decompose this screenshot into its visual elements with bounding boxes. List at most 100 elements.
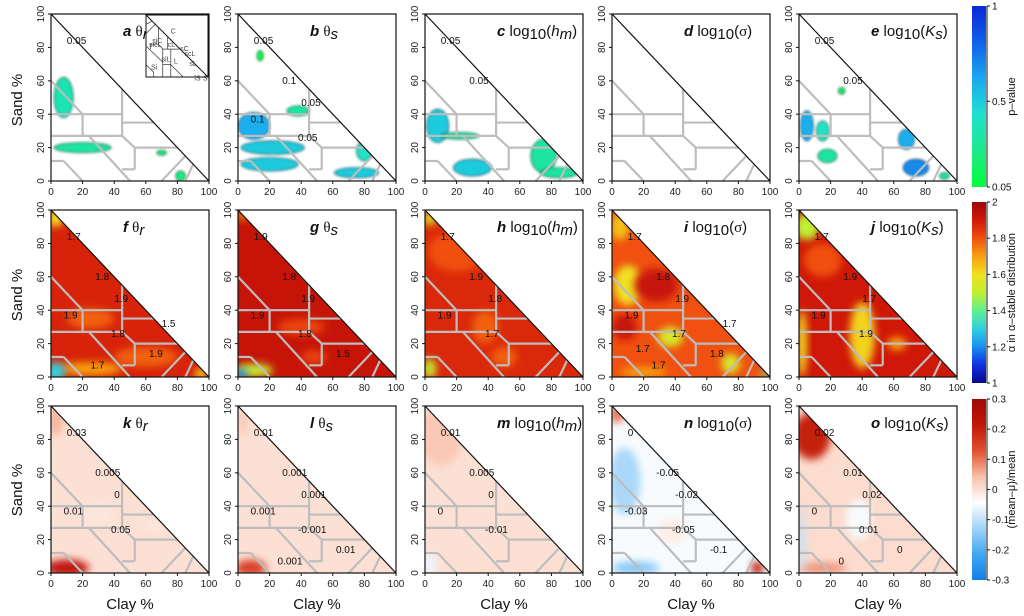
panel-j: 1.7 1.9 1.7 1.9 1.9 0 20 40 60 80 100 0 20 40 60 80 100 j… bbox=[784, 201, 966, 394]
data-region bbox=[240, 140, 305, 155]
y-tick-label: 100 bbox=[597, 201, 608, 218]
colorbar-title: p–value bbox=[1006, 77, 1018, 116]
contour-label: 1.9 bbox=[469, 272, 483, 283]
plot-frame bbox=[798, 405, 958, 574]
triangle-diagonal bbox=[50, 209, 210, 378]
x-tick-label: 100 bbox=[762, 383, 779, 394]
texture-boundary-line bbox=[798, 80, 832, 115]
y-tick-label: 40 bbox=[597, 304, 608, 316]
data-region bbox=[114, 346, 178, 367]
texture-boundary-line bbox=[436, 552, 458, 574]
y-tick-label: 80 bbox=[410, 41, 421, 53]
contour-label: 1.9 bbox=[64, 311, 78, 322]
triangle-diagonal bbox=[50, 13, 210, 182]
plot-frame bbox=[424, 209, 584, 378]
y-tick-label: 20 bbox=[36, 338, 47, 350]
texture-boundary-line bbox=[462, 331, 505, 378]
x-tick-label: 40 bbox=[483, 579, 495, 590]
triangle-diagonal bbox=[424, 13, 584, 182]
panel-variable-part: K bbox=[921, 219, 932, 236]
y-tick-label: 20 bbox=[597, 338, 608, 350]
y-tick-label: 20 bbox=[223, 338, 234, 350]
contour-label: 1.7 bbox=[91, 361, 105, 372]
data-region bbox=[156, 149, 167, 156]
panel-variable-part: ) bbox=[573, 219, 578, 236]
x-tick-label: 20 bbox=[264, 383, 276, 394]
texture-boundary-line bbox=[237, 472, 271, 507]
y-tick-label: 40 bbox=[410, 500, 421, 512]
y-axis-title-row-3: Sand % bbox=[9, 464, 26, 517]
x-tick-label: 60 bbox=[140, 383, 152, 394]
contour-label: 0.01 bbox=[64, 507, 84, 518]
panel-variable-part: s bbox=[326, 418, 334, 435]
texture-boundary-line bbox=[424, 472, 458, 507]
panel-variable-part: σ bbox=[739, 416, 747, 432]
y-tick-label: 80 bbox=[784, 433, 795, 445]
y-tick-label: 60 bbox=[597, 75, 608, 87]
panel-title: i log10(σ) bbox=[684, 219, 747, 239]
data-region bbox=[425, 358, 437, 377]
inset-class-label: sicL bbox=[149, 42, 162, 49]
x-tick-label: 0 bbox=[796, 579, 802, 590]
y-tick-label: 40 bbox=[223, 108, 234, 120]
x-tick-label: 100 bbox=[201, 187, 218, 198]
x-tick-label: 80 bbox=[733, 579, 745, 590]
x-axis-titles: Clay % Clay % Clay % Clay % Clay % bbox=[106, 596, 902, 613]
x-tick-label: 60 bbox=[888, 383, 900, 394]
triangle-diagonal bbox=[237, 405, 397, 574]
y-tick-label: 100 bbox=[223, 5, 234, 22]
plot-frame bbox=[237, 13, 397, 182]
y-tick-label: 20 bbox=[784, 534, 795, 546]
y-tick-label: 100 bbox=[784, 5, 795, 22]
contour-label: 0.05 bbox=[298, 133, 318, 144]
x-tick-label: 80 bbox=[546, 187, 558, 198]
x-tick-label: 80 bbox=[172, 187, 184, 198]
contour-label: 1.9 bbox=[859, 329, 873, 340]
plot-frame bbox=[611, 13, 771, 182]
x-tick-label: 0 bbox=[235, 383, 241, 394]
y-tick-label: 40 bbox=[784, 108, 795, 120]
panel-title: g θs bbox=[309, 219, 339, 239]
panel-variable-part: θ bbox=[323, 24, 330, 40]
panel-letter: o bbox=[871, 415, 884, 432]
x-tick-label: 40 bbox=[296, 187, 308, 198]
texture-boundary-line bbox=[88, 527, 131, 574]
x-axis-title-col-3: Clay % bbox=[480, 596, 528, 613]
contour-label: 0.05 bbox=[469, 76, 489, 87]
y-tick-label: 100 bbox=[36, 5, 47, 22]
x-tick-label: 0 bbox=[48, 579, 54, 590]
texture-boundary-line bbox=[810, 356, 832, 378]
x-tick-label: 60 bbox=[140, 579, 152, 590]
contour-label: 1.8 bbox=[95, 272, 109, 283]
texture-boundary-line bbox=[745, 163, 756, 182]
y-tick-label: 100 bbox=[223, 397, 234, 414]
triangle-diagonal bbox=[611, 13, 771, 182]
colorbar-tick-label: 1.8 bbox=[992, 234, 1006, 245]
panel-variable-part: ( bbox=[546, 23, 551, 40]
data-region bbox=[817, 148, 838, 164]
data-region bbox=[838, 87, 846, 95]
data-region bbox=[238, 559, 267, 573]
panel-b: 0.050.10.050.10.050204060801000204060801… bbox=[223, 5, 405, 198]
inset-class-label: cL bbox=[168, 42, 176, 49]
panel-variable-part: 10 bbox=[904, 26, 921, 43]
data-region bbox=[634, 268, 679, 302]
texture-boundary-line bbox=[462, 135, 505, 182]
texture-boundary-line bbox=[88, 331, 131, 378]
x-tick-label: 20 bbox=[77, 383, 89, 394]
x-tick-label: 20 bbox=[264, 187, 276, 198]
contour-label: 1.8 bbox=[656, 272, 670, 283]
inset-class-label: siC bbox=[152, 38, 162, 45]
y-tick-label: 0 bbox=[784, 374, 795, 380]
plot-frame bbox=[237, 209, 397, 378]
panel-variable-part: ) bbox=[944, 415, 949, 432]
panel-variable-part: ( bbox=[916, 219, 921, 236]
texture-boundary-line bbox=[184, 163, 195, 182]
panel-variable-part: s bbox=[931, 222, 939, 239]
panel-variable-part: h bbox=[551, 23, 559, 40]
x-tick-label: 40 bbox=[670, 579, 682, 590]
texture-boundary-line bbox=[611, 472, 645, 507]
panel-variable-part: m bbox=[565, 418, 578, 435]
texture-boundary-line bbox=[495, 331, 510, 345]
y-tick-label: 100 bbox=[410, 5, 421, 22]
